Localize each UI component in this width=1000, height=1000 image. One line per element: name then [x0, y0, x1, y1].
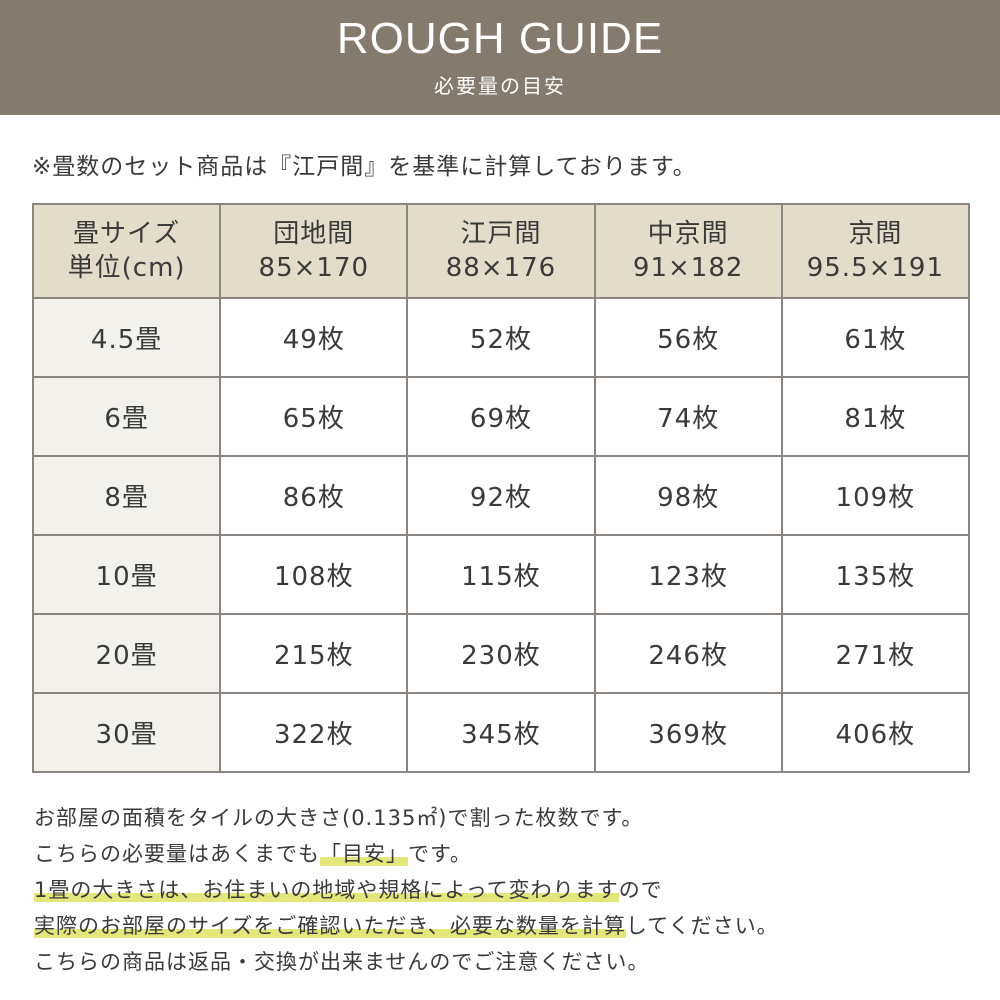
table-row: 30畳 322枚 345枚 369枚 406枚 — [31, 692, 971, 773]
table-cell: 98枚 — [593, 455, 783, 536]
quantity-table: 畳サイズ単位(cm) 団地間 85×170 江戸間 88×176 中京間 91×182… — [31, 203, 971, 773]
row-header-cell: 30畳 — [31, 692, 222, 773]
table-cell: 61枚 — [780, 297, 971, 378]
table-cell: 109枚 — [780, 455, 971, 536]
table-cell: 69枚 — [406, 376, 596, 457]
header-label: 江戸間 — [460, 219, 542, 249]
highlighted-text: 「目安」 — [320, 842, 408, 866]
table-cell: 123枚 — [593, 534, 783, 615]
table-cell: 56枚 — [593, 297, 783, 378]
footer-line: こちらの商品は返品・交換が出来ませんのでご注意ください。 — [34, 944, 779, 980]
table-cell: 108枚 — [219, 534, 409, 615]
header-cell: 団地間 85×170 — [219, 203, 409, 299]
footer-line: 実際のお部屋のサイズをご確認いただき、必要な数量を計算してください。 — [34, 908, 779, 944]
table-cell: 74枚 — [593, 376, 783, 457]
header-sub: 88×176 — [445, 253, 557, 283]
footer-text: こちらの必要量はあくまでも — [34, 842, 320, 866]
header-label: 団地間 — [273, 219, 355, 249]
table-cell: 135枚 — [780, 534, 971, 615]
header-cell: 畳サイズ単位(cm) — [31, 203, 222, 299]
table-header-row: 畳サイズ単位(cm) 団地間 85×170 江戸間 88×176 中京間 91×182… — [31, 203, 971, 299]
footer-line: こちらの必要量はあくまでも「目安」です。 — [34, 836, 779, 872]
page-subtitle: 必要量の目安 — [434, 74, 566, 98]
row-header-cell: 4.5畳 — [31, 297, 222, 378]
header-sub: 91×182 — [632, 253, 744, 283]
footer-text: ので — [618, 878, 663, 902]
table-cell: 52枚 — [406, 297, 596, 378]
table-cell: 406枚 — [780, 692, 971, 773]
footer-text: です。 — [408, 842, 472, 866]
note-text: ※畳数のセット商品は『江戸間』を基準に計算しております。 — [32, 154, 697, 180]
page-title: ROUGH GUIDE — [336, 14, 664, 63]
header-label: 中京間 — [647, 219, 729, 249]
table-cell: 65枚 — [219, 376, 409, 457]
table-cell: 322枚 — [219, 692, 409, 773]
table-row: 6畳 65枚 69枚 74枚 81枚 — [31, 376, 971, 457]
highlighted-text: 1畳の大きさは、お住まいの地域や規格によって変わります — [34, 878, 619, 902]
row-header-cell: 6畳 — [31, 376, 222, 457]
header-sub: 単位(cm) — [67, 253, 186, 283]
table-row: 10畳 108枚 115枚 123枚 135枚 — [31, 534, 971, 615]
header-label: 京間 — [848, 219, 903, 249]
header-sub: 85×170 — [258, 253, 370, 283]
title-banner: ROUGH GUIDE 必要量の目安 — [0, 0, 1000, 115]
footer-line: 1畳の大きさは、お住まいの地域や規格によって変わりますので — [34, 872, 779, 908]
table-cell: 369枚 — [593, 692, 783, 773]
row-header-cell: 10畳 — [31, 534, 222, 615]
table-cell: 92枚 — [406, 455, 596, 536]
table-row: 8畳 86枚 92枚 98枚 109枚 — [31, 455, 971, 536]
footer-text: してください。 — [625, 914, 779, 938]
header-cell: 京間 95.5×191 — [780, 203, 971, 299]
highlighted-text: 実際のお部屋のサイズをご確認いただき、必要な数量を計算 — [34, 914, 626, 938]
table-row: 4.5畳 49枚 52枚 56枚 61枚 — [31, 297, 971, 378]
table-cell: 49枚 — [219, 297, 409, 378]
table-cell: 230枚 — [406, 613, 596, 694]
header-cell: 江戸間 88×176 — [406, 203, 596, 299]
header-cell: 中京間 91×182 — [593, 203, 783, 299]
footer-text: こちらの商品は返品・交換が出来ませんのでご注意ください。 — [34, 950, 650, 974]
table-cell: 345枚 — [406, 692, 596, 773]
footer-line: お部屋の面積をタイルの大きさ(0.135㎡)で割った枚数です。 — [34, 800, 779, 836]
footer-text: お部屋の面積をタイルの大きさ(0.135㎡)で割った枚数です。 — [34, 806, 644, 830]
table-cell: 115枚 — [406, 534, 596, 615]
table-cell: 246枚 — [593, 613, 783, 694]
row-header-cell: 20畳 — [31, 613, 222, 694]
table-cell: 86枚 — [219, 455, 409, 536]
footer-notes: お部屋の面積をタイルの大きさ(0.135㎡)で割った枚数です。 こちらの必要量は… — [34, 800, 779, 980]
row-header-cell: 8畳 — [31, 455, 222, 536]
table-row: 20畳 215枚 230枚 246枚 271枚 — [31, 613, 971, 694]
table-cell: 215枚 — [219, 613, 409, 694]
table-cell: 81枚 — [780, 376, 971, 457]
table-cell: 271枚 — [780, 613, 971, 694]
header-sub: 95.5×191 — [806, 253, 945, 283]
header-label: 畳サイズ — [72, 219, 181, 249]
